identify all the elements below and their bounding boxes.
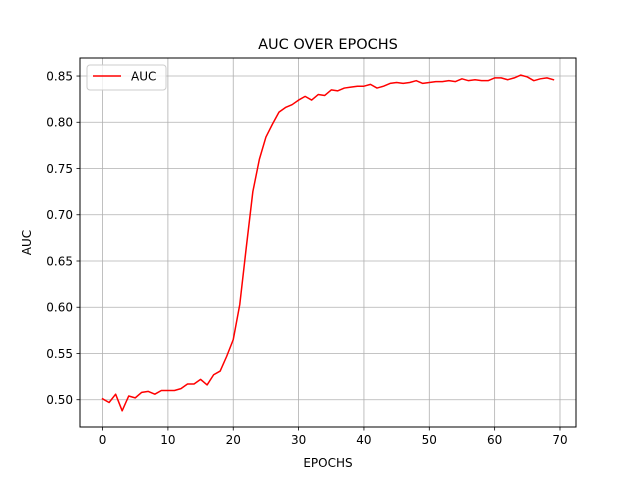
legend-label-auc: AUC [131,70,156,84]
x-tick-label: 50 [422,433,437,447]
y-tick-label: 0.55 [46,347,73,361]
ticks: 0 10 20 30 40 50 60 70 0.50 0.55 0.60 0.65 0.70 0.75 0… [46,69,567,447]
x-tick-label: 30 [291,433,306,447]
legend: AUC [86,64,167,91]
x-tick-label: 60 [487,433,502,447]
legend-box [86,64,167,91]
x-tick-label: 70 [552,433,567,447]
x-tick-label: 10 [160,433,175,447]
x-tick-label: 40 [356,433,371,447]
grid [80,58,576,427]
chart-title: AUC OVER EPOCHS [258,37,398,53]
y-tick-label: 0.65 [46,254,73,268]
y-tick-label: 0.70 [46,208,73,222]
y-tick-label: 0.80 [46,116,73,130]
series-layer [101,74,555,412]
x-tick-label: 0 [99,433,107,447]
x-tick-label: 20 [226,433,241,447]
plot-frame [79,57,577,428]
series-line-auc [101,74,555,412]
x-axis-title: EPOCHS [303,456,352,470]
y-axis-title: AUC [20,230,34,255]
y-tick-label: 0.75 [46,162,73,176]
y-tick-label: 0.60 [46,301,73,315]
y-tick-label: 0.85 [46,69,73,83]
y-tick-label: 0.50 [46,393,73,407]
